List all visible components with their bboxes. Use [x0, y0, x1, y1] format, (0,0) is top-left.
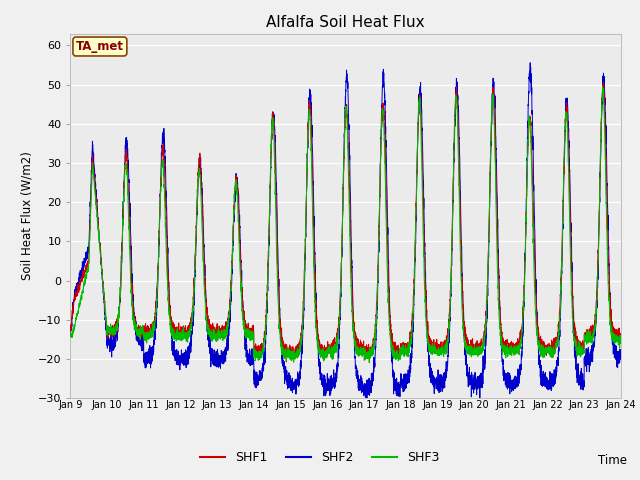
- SHF1: [67, 323, 74, 328]
- SHF1: [616, 336, 624, 342]
- SHF2: [616, 347, 624, 353]
- SHF3: [67, 333, 74, 339]
- Line: SHF1: SHF1: [70, 83, 621, 362]
- SHF2: [500, 367, 508, 373]
- SHF1: [469, 346, 477, 352]
- SHF1: [282, 359, 290, 365]
- SHF1: [500, 348, 508, 354]
- Line: SHF2: SHF2: [70, 63, 621, 401]
- SHF2: [325, 378, 333, 384]
- SHF3: [599, 84, 607, 89]
- Line: SHF3: SHF3: [70, 86, 621, 363]
- SHF2: [469, 377, 477, 383]
- SHF3: [500, 342, 508, 348]
- Y-axis label: Soil Heat Flux (W/m2): Soil Heat Flux (W/m2): [20, 152, 34, 280]
- Text: Time: Time: [598, 454, 627, 467]
- SHF2: [526, 60, 534, 66]
- SHF1: [617, 334, 625, 339]
- SHF3: [617, 334, 625, 339]
- SHF3: [469, 352, 477, 358]
- Title: Alfalfa Soil Heat Flux: Alfalfa Soil Heat Flux: [266, 15, 425, 30]
- SHF3: [365, 360, 373, 366]
- SHF2: [362, 398, 370, 404]
- SHF3: [438, 350, 446, 356]
- SHF1: [438, 343, 446, 348]
- SHF2: [166, 291, 173, 297]
- SHF2: [438, 374, 446, 380]
- Legend: SHF1, SHF2, SHF3: SHF1, SHF2, SHF3: [195, 446, 445, 469]
- SHF3: [616, 340, 624, 346]
- SHF1: [325, 343, 333, 349]
- Text: TA_met: TA_met: [76, 40, 124, 53]
- SHF3: [166, 308, 173, 313]
- SHF1: [166, 301, 173, 307]
- SHF2: [617, 352, 625, 358]
- SHF1: [600, 80, 607, 85]
- SHF2: [67, 332, 74, 337]
- SHF3: [325, 350, 333, 356]
